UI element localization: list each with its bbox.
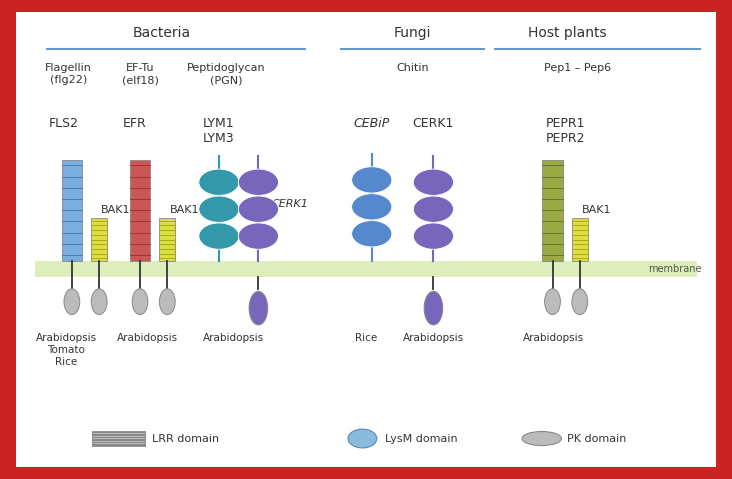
Circle shape [239,223,278,249]
Circle shape [239,169,278,195]
Text: BAK1: BAK1 [101,205,131,215]
Ellipse shape [64,289,80,315]
Circle shape [414,196,454,222]
Text: LRR domain: LRR domain [152,433,220,444]
Ellipse shape [92,289,107,315]
Ellipse shape [572,289,588,315]
Text: Arabidopsis: Arabidopsis [116,333,178,343]
Bar [92,218,107,261]
Text: EF-Tu
(elf18): EF-Tu (elf18) [122,64,158,85]
Text: Arabidopsis
Tomato
Rice: Arabidopsis Tomato Rice [36,333,97,366]
Text: Arabidopsis: Arabidopsis [203,333,264,343]
Text: Arabidopsis: Arabidopsis [403,333,464,343]
Text: Peptidoglycan
(PGN): Peptidoglycan (PGN) [187,64,266,85]
Ellipse shape [522,432,561,445]
Text: Host plants: Host plants [528,26,606,40]
Circle shape [351,194,392,220]
Circle shape [199,196,239,222]
Circle shape [414,169,454,195]
Text: FLS2: FLS2 [48,117,78,130]
Text: Fungi: Fungi [394,26,431,40]
Ellipse shape [132,289,148,315]
Text: CERK1: CERK1 [272,199,308,209]
Circle shape [199,169,239,195]
Text: CERK1: CERK1 [413,117,454,130]
Text: CEBiP: CEBiP [354,117,390,130]
Ellipse shape [424,291,443,325]
Circle shape [414,223,454,249]
Ellipse shape [160,289,175,315]
Text: Rice: Rice [355,333,377,343]
Text: BAK1: BAK1 [169,205,199,215]
Text: EFR: EFR [123,117,147,130]
Bar [542,160,563,261]
Text: PEPR1
PEPR2: PEPR1 PEPR2 [545,117,585,146]
Text: Chitin: Chitin [396,64,429,73]
Bar [572,218,588,261]
Bar [61,160,82,261]
Ellipse shape [249,291,268,325]
Bar [160,218,175,261]
Circle shape [351,221,392,247]
Text: PK domain: PK domain [567,433,627,444]
Text: Flagellin
(flg22): Flagellin (flg22) [45,64,92,85]
Circle shape [199,223,239,249]
Text: membrane: membrane [649,264,702,274]
Bar [92,431,146,446]
Bar [130,160,150,261]
Circle shape [351,167,392,193]
Text: LYM1
LYM3: LYM1 LYM3 [203,117,235,146]
Text: BAK1: BAK1 [582,205,611,215]
Text: Bacteria: Bacteria [132,26,190,40]
Bar [34,261,698,277]
Circle shape [348,429,377,448]
Text: Arabidopsis: Arabidopsis [523,333,585,343]
Text: LysM domain: LysM domain [385,433,458,444]
Text: Pep1 – Pep6: Pep1 – Pep6 [544,64,611,73]
Circle shape [239,196,278,222]
Ellipse shape [545,289,561,315]
FancyBboxPatch shape [16,12,716,467]
